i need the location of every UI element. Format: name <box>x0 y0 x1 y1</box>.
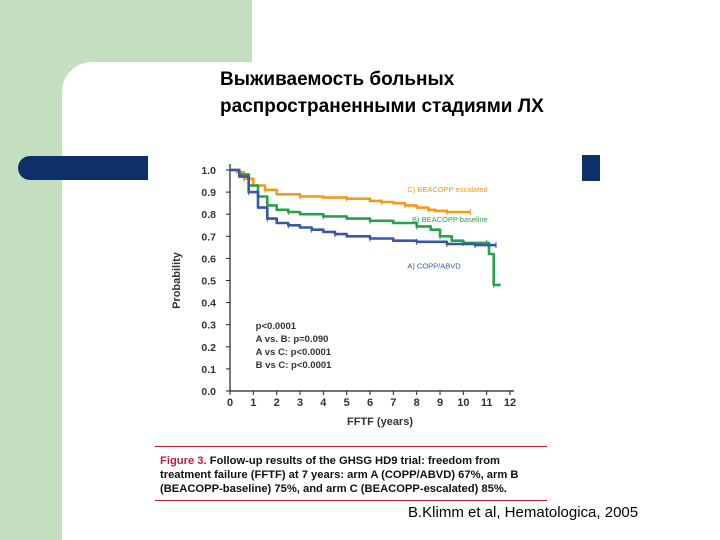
y-ticks: 0.0 0.1 0.2 0.3 0.4 0.5 0.6 0.7 0.8 0.9 1.0 <box>201 165 230 398</box>
series-label-0: C) BEACOPP escalated <box>407 185 487 194</box>
x-tick-label: 2 <box>274 397 280 409</box>
figure-caption: Figure 3. Follow-up results of the GHSG … <box>160 454 550 496</box>
x-tick-label: 6 <box>367 397 373 409</box>
x-tick-label: 0 <box>227 397 233 409</box>
figure-caption-text: Follow-up results of the GHSG HD9 trial:… <box>160 455 519 495</box>
slide-title: Выживаемость больных распространенными с… <box>220 66 700 120</box>
p-value-line: p<0.0001 <box>256 321 297 332</box>
y-tick-label: 0.4 <box>201 298 216 310</box>
series-labels: C) BEACOPP escalated B) BEACOPP baseline A… <box>407 185 487 270</box>
series-lines <box>230 168 501 288</box>
x-tick-label: 12 <box>504 397 516 409</box>
y-tick-label: 0.3 <box>201 320 216 332</box>
y-tick-label: 1.0 <box>201 165 216 177</box>
chart-axes <box>229 164 514 392</box>
y-tick-label: 0.6 <box>201 253 216 265</box>
x-tick-label: 10 <box>457 397 469 409</box>
y-tick-label: 0.1 <box>201 364 216 376</box>
y-tick-label: 0.9 <box>201 187 216 199</box>
x-tick-label: 7 <box>390 397 396 409</box>
series-line-2 <box>230 168 496 247</box>
x-axis-title: FFTF (years) <box>347 416 413 428</box>
slide-title-line-2: распространенными стадиями ЛХ <box>220 96 544 117</box>
x-tick-label: 9 <box>437 397 443 409</box>
series-label-1: B) BEACOPP baseline <box>412 215 488 224</box>
x-tick-label: 8 <box>414 397 420 409</box>
series-line-0 <box>230 168 471 214</box>
citation: B.Klimm et al, Hematologica, 2005 <box>408 504 639 521</box>
x-tick-label: 3 <box>297 397 303 409</box>
decorative-navy-bar <box>18 156 148 180</box>
series-label-2: A) COPP/ABVD <box>407 261 461 270</box>
x-ticks: 0 1 2 3 4 5 6 7 8 9 10 11 12 <box>227 391 516 409</box>
p-value-annotations: p<0.0001 A vs. B: p=0.090 A vs C: p<0.0001… <box>256 321 332 371</box>
caption-bottom-rule <box>155 500 547 501</box>
y-tick-label: 0.8 <box>201 209 216 221</box>
p-value-line: A vs C: p<0.0001 <box>256 347 332 358</box>
y-tick-label: 0.2 <box>201 342 216 354</box>
y-tick-label: 0.7 <box>201 231 216 243</box>
x-tick-label: 1 <box>250 397 256 409</box>
x-tick-label: 4 <box>320 397 327 409</box>
survival-chart: Probability 0.0 0.1 0.2 0.3 0.4 0.5 0.6 0.7 0.8 0… <box>158 155 530 437</box>
y-tick-label: 0.0 <box>201 386 216 398</box>
y-tick-label: 0.5 <box>201 276 216 288</box>
x-tick-label: 11 <box>481 397 493 409</box>
y-axis-title: Probability <box>171 251 183 309</box>
slide-title-line-1: Выживаемость больных <box>220 69 455 90</box>
x-tick-label: 5 <box>344 397 350 409</box>
p-value-line: A vs. B: p=0.090 <box>256 334 329 345</box>
p-value-line: B vs C: p<0.0001 <box>256 360 332 371</box>
caption-top-rule <box>155 446 547 447</box>
chart-svg: Probability 0.00.10.20.30.40.50.60.70.80… <box>171 164 516 428</box>
figure-label: Figure 3. <box>160 455 207 467</box>
y-axis-label: Probability <box>171 251 183 309</box>
decorative-navy-square <box>582 155 600 181</box>
